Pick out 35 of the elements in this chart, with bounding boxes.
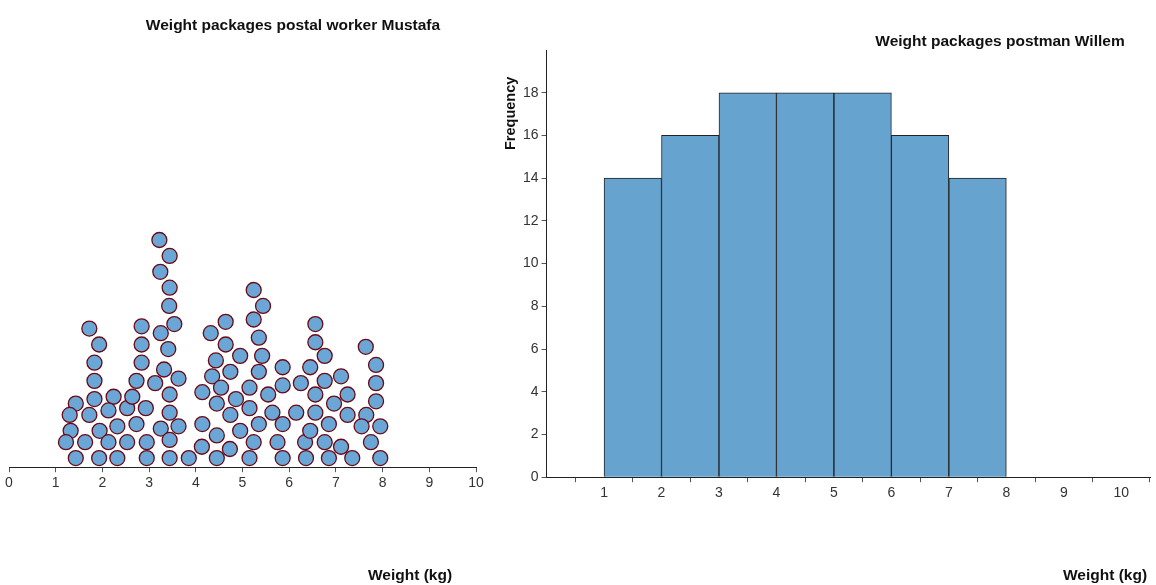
x-tick-label: 6 <box>887 484 896 501</box>
x-tick-label: 9 <box>1059 484 1068 501</box>
x-tick-label: 0 <box>5 474 14 491</box>
y-tick-label: 18 <box>522 83 539 100</box>
x-tick-label: 5 <box>830 484 839 501</box>
x-tick-label: 3 <box>145 474 154 491</box>
y-tick-label: 4 <box>530 382 539 399</box>
x-tick-label: 1 <box>600 484 609 501</box>
x-tick-label: 8 <box>1002 484 1011 501</box>
y-tick-label: 14 <box>522 169 539 186</box>
x-axis-title: Weight (kg) <box>367 566 453 584</box>
y-tick-label: 10 <box>522 254 539 271</box>
y-tick-label: 2 <box>530 425 539 442</box>
chart-title: Weight packages postman Willem <box>875 32 1125 50</box>
y-tick-label: 8 <box>530 297 539 314</box>
x-tick-label: 7 <box>332 474 340 491</box>
x-tick-label: 10 <box>468 474 484 491</box>
x-tick-label: 3 <box>715 484 724 501</box>
x-tick-label: 1 <box>51 474 60 491</box>
x-tick-label: 4 <box>191 474 200 491</box>
y-tick-label: 12 <box>522 211 539 228</box>
y-axis-title: Frequency <box>502 76 518 150</box>
x-tick-label: 6 <box>285 474 294 491</box>
x-tick-label: 2 <box>98 474 107 491</box>
chart-title: Weight packages postal worker Mustafa <box>145 16 441 34</box>
x-tick-label: 7 <box>944 484 953 501</box>
x-tick-label: 8 <box>378 474 387 491</box>
x-tick-label: 10 <box>1113 484 1130 501</box>
x-tick-label: 5 <box>238 474 247 491</box>
x-axis-title: Weight (kg) <box>1062 566 1148 584</box>
x-tick-label: 2 <box>657 484 666 501</box>
y-tick-label: 6 <box>530 339 539 356</box>
x-tick-label: 4 <box>772 484 781 501</box>
x-tick-label: 9 <box>425 474 434 491</box>
y-tick-label: 16 <box>522 126 539 143</box>
